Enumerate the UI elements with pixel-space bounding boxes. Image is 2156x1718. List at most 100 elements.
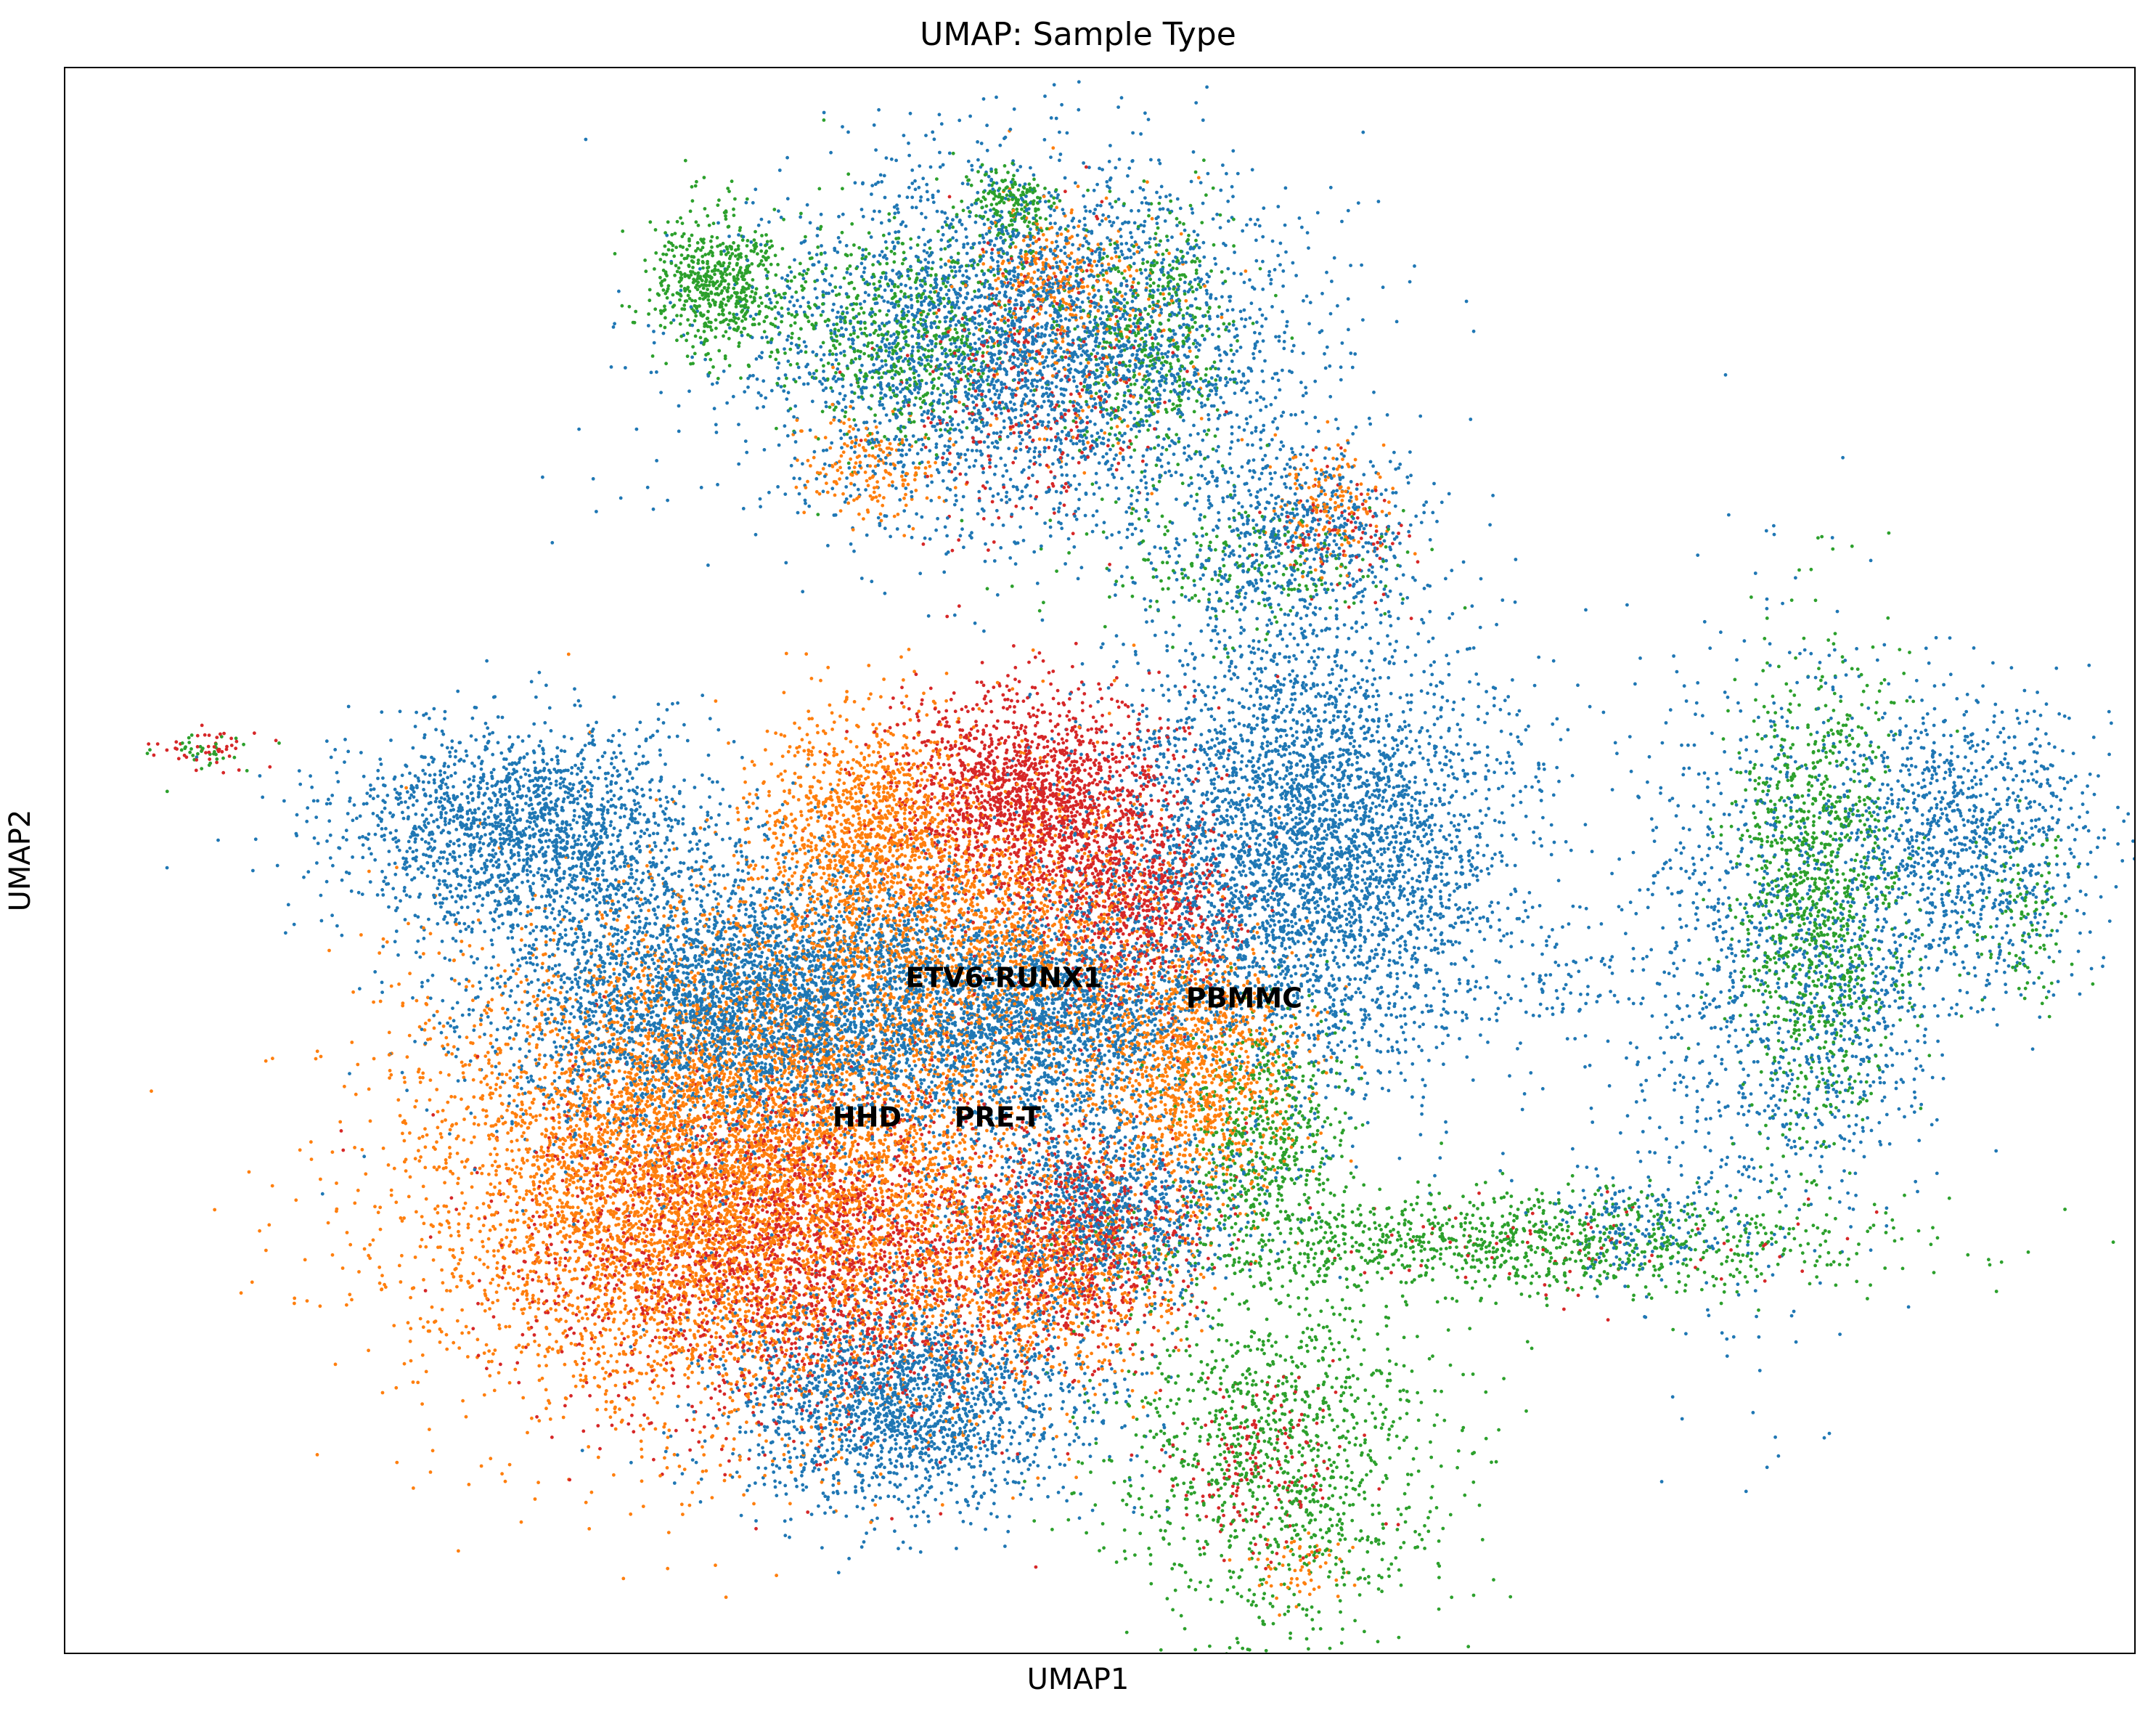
point-pbmmc xyxy=(1866,1028,1871,1033)
point-etv6-runx1 xyxy=(583,744,587,747)
point-pre-t xyxy=(1075,810,1079,814)
point-etv6-runx1 xyxy=(630,876,634,879)
point-hhd xyxy=(1135,1067,1139,1071)
point-etv6-runx1 xyxy=(1194,379,1199,383)
point-etv6-runx1 xyxy=(910,1067,914,1072)
point-pbmmc xyxy=(1362,1303,1365,1308)
point-etv6-runx1 xyxy=(1144,481,1148,485)
point-etv6-runx1 xyxy=(1337,810,1342,815)
point-etv6-runx1 xyxy=(1500,834,1504,838)
point-etv6-runx1 xyxy=(885,256,889,261)
point-etv6-runx1 xyxy=(1715,845,1720,850)
point-pbmmc xyxy=(918,396,922,401)
point-hhd xyxy=(1076,184,1080,189)
point-etv6-runx1 xyxy=(1380,862,1384,866)
point-etv6-runx1 xyxy=(690,866,694,870)
point-hhd xyxy=(907,1086,911,1090)
point-pbmmc xyxy=(1824,1213,1829,1217)
point-etv6-runx1 xyxy=(1410,850,1415,854)
point-hhd xyxy=(595,877,600,882)
point-etv6-runx1 xyxy=(616,939,621,943)
point-etv6-runx1 xyxy=(917,272,921,276)
point-pbmmc xyxy=(1269,1427,1273,1431)
point-pre-t xyxy=(544,1276,549,1280)
point-etv6-runx1 xyxy=(1739,902,1742,906)
point-hhd xyxy=(895,1260,899,1263)
point-pbmmc xyxy=(850,222,854,226)
point-etv6-runx1 xyxy=(630,776,634,781)
point-pbmmc xyxy=(1114,500,1118,504)
point-etv6-runx1 xyxy=(622,815,626,818)
point-etv6-runx1 xyxy=(1429,860,1434,864)
point-etv6-runx1 xyxy=(1342,803,1347,807)
point-pbmmc xyxy=(937,376,941,380)
point-etv6-runx1 xyxy=(682,971,686,975)
point-hhd xyxy=(1315,1091,1318,1096)
point-etv6-runx1 xyxy=(1005,1470,1010,1474)
point-pre-t xyxy=(1109,723,1114,727)
point-etv6-runx1 xyxy=(929,359,933,363)
point-etv6-runx1 xyxy=(1111,742,1115,746)
point-etv6-runx1 xyxy=(685,738,690,743)
point-etv6-runx1 xyxy=(1829,716,1833,720)
point-etv6-runx1 xyxy=(1140,248,1144,252)
point-etv6-runx1 xyxy=(1388,869,1392,873)
point-etv6-runx1 xyxy=(1137,1098,1140,1102)
point-etv6-runx1 xyxy=(637,887,640,891)
point-etv6-runx1 xyxy=(1247,489,1251,493)
point-etv6-runx1 xyxy=(1236,1038,1240,1042)
point-etv6-runx1 xyxy=(1226,199,1230,203)
point-etv6-runx1 xyxy=(1100,776,1104,781)
point-hhd xyxy=(553,1139,558,1144)
point-etv6-runx1 xyxy=(1164,195,1168,199)
point-etv6-runx1 xyxy=(1339,747,1342,752)
point-etv6-runx1 xyxy=(1846,1191,1850,1195)
point-pbmmc xyxy=(1975,933,1980,937)
point-etv6-runx1 xyxy=(1222,629,1227,632)
point-etv6-runx1 xyxy=(1082,1420,1087,1424)
point-pre-t xyxy=(932,1269,936,1273)
point-etv6-runx1 xyxy=(2043,920,2047,924)
point-pbmmc xyxy=(1278,1516,1282,1520)
point-etv6-runx1 xyxy=(1668,858,1672,863)
point-etv6-runx1 xyxy=(1372,775,1376,779)
point-etv6-runx1 xyxy=(554,1045,558,1049)
point-pbmmc xyxy=(789,324,793,327)
point-etv6-runx1 xyxy=(1706,799,1710,804)
point-etv6-runx1 xyxy=(1059,1019,1063,1024)
point-etv6-runx1 xyxy=(576,1072,580,1077)
point-pbmmc xyxy=(1857,1072,1861,1076)
point-etv6-runx1 xyxy=(1770,880,1774,884)
point-hhd xyxy=(563,1088,567,1093)
point-pre-t xyxy=(929,420,933,425)
point-etv6-runx1 xyxy=(943,220,947,224)
point-hhd xyxy=(264,1059,268,1063)
point-hhd xyxy=(676,924,680,928)
point-pbmmc xyxy=(736,244,740,248)
point-etv6-runx1 xyxy=(1392,793,1395,797)
point-etv6-runx1 xyxy=(1008,358,1012,362)
point-etv6-runx1 xyxy=(1061,1191,1065,1194)
point-pbmmc xyxy=(670,232,674,237)
point-etv6-runx1 xyxy=(1257,647,1260,651)
point-hhd xyxy=(724,1237,728,1241)
point-pre-t xyxy=(1126,794,1130,798)
point-pbmmc xyxy=(1388,1456,1392,1460)
point-pbmmc xyxy=(1085,532,1089,536)
point-etv6-runx1 xyxy=(875,301,879,305)
point-etv6-runx1 xyxy=(916,1372,920,1377)
point-etv6-runx1 xyxy=(1036,268,1040,272)
point-etv6-runx1 xyxy=(603,911,608,914)
point-pre-t xyxy=(1576,1293,1580,1298)
point-etv6-runx1 xyxy=(1107,160,1111,163)
point-etv6-runx1 xyxy=(764,960,768,964)
point-etv6-runx1 xyxy=(1216,846,1220,850)
point-hhd xyxy=(423,1145,428,1149)
point-etv6-runx1 xyxy=(624,855,627,859)
point-etv6-runx1 xyxy=(611,733,615,738)
point-hhd xyxy=(1107,1295,1111,1298)
point-etv6-runx1 xyxy=(1396,1062,1400,1065)
point-pbmmc xyxy=(1261,1340,1265,1343)
point-pre-t xyxy=(1098,869,1103,874)
point-etv6-runx1 xyxy=(1231,910,1235,914)
